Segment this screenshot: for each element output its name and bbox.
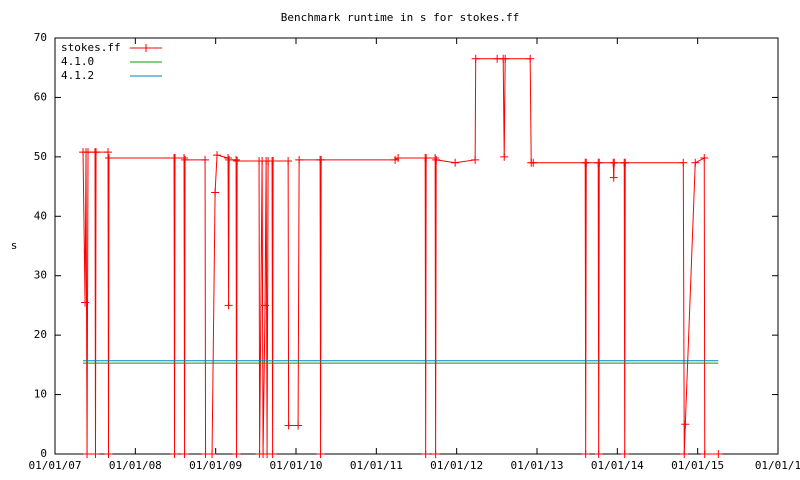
x-tick-label: 01/01/07 [29, 459, 82, 472]
point-marker [609, 173, 618, 182]
point-marker [284, 421, 293, 430]
plot-border [54, 37, 779, 455]
point-marker [232, 450, 241, 458]
point-marker [700, 450, 709, 458]
x-tick-label: 01/01/15 [671, 459, 724, 472]
y-tick-label: 30 [34, 269, 47, 282]
point-marker [213, 151, 222, 160]
point-marker [295, 155, 304, 164]
y-tick-label: 50 [34, 150, 47, 163]
chart-title: Benchmark runtime in s for stokes.ff [281, 11, 519, 24]
point-marker [92, 148, 101, 157]
x-tick-label: 01/01/12 [430, 459, 483, 472]
y-axis-label: s [11, 239, 18, 252]
x-tick-label: 01/01/10 [270, 459, 323, 472]
point-marker [526, 54, 535, 63]
point-marker [394, 154, 403, 163]
point-marker [421, 450, 430, 458]
point-marker [208, 450, 217, 458]
point-marker [679, 158, 688, 167]
y-tick-label: 20 [34, 328, 47, 341]
point-marker [201, 155, 210, 164]
point-marker [84, 148, 93, 157]
point-marker [104, 154, 113, 163]
legend-label: 4.1.2 [61, 69, 94, 82]
point-marker [500, 152, 509, 161]
point-marker [691, 158, 700, 167]
point-marker [582, 158, 591, 167]
x-tick-label: 01/01/13 [511, 459, 564, 472]
point-marker [224, 301, 233, 310]
point-marker [594, 450, 603, 458]
point-marker [104, 148, 113, 157]
point-marker [269, 157, 278, 166]
point-marker [284, 157, 293, 166]
point-marker [700, 154, 709, 163]
legend-marker [142, 44, 150, 52]
point-marker [422, 154, 431, 163]
point-marker [170, 450, 179, 458]
y-tick-label: 10 [34, 388, 47, 401]
x-tick-label: 01/01/1 [755, 459, 800, 472]
point-marker [261, 301, 270, 310]
point-marker [621, 158, 630, 167]
point-marker [610, 158, 619, 167]
point-marker [180, 450, 189, 458]
point-marker [294, 421, 303, 430]
point-marker [181, 155, 190, 164]
legend-label: stokes.ff [61, 41, 121, 54]
point-marker [317, 155, 326, 164]
point-marker [501, 54, 510, 63]
y-tick-label: 0 [40, 447, 47, 460]
point-marker [232, 155, 241, 164]
point-marker [91, 450, 100, 458]
point-marker [680, 450, 689, 458]
point-marker [180, 154, 189, 163]
point-marker [233, 157, 242, 166]
y-tick-label: 60 [34, 90, 47, 103]
point-marker [431, 154, 440, 163]
point-marker [432, 155, 441, 164]
point-marker [529, 158, 538, 167]
point-marker [595, 158, 604, 167]
point-marker [268, 450, 277, 458]
point-marker [211, 188, 220, 197]
point-marker [471, 155, 480, 164]
x-tick-label: 01/01/08 [109, 459, 162, 472]
point-marker [620, 450, 629, 458]
y-tick-label: 40 [34, 209, 47, 222]
point-marker [431, 450, 440, 458]
point-marker [225, 155, 234, 164]
point-marker [581, 450, 590, 458]
point-marker [714, 450, 723, 458]
x-tick-label: 01/01/09 [189, 459, 242, 472]
point-marker [104, 450, 113, 458]
x-tick-label: 01/01/11 [350, 459, 403, 472]
point-marker [81, 298, 90, 307]
point-marker [451, 158, 460, 167]
x-tick-label: 01/01/14 [591, 459, 644, 472]
point-marker [83, 450, 92, 458]
y-tick-label: 70 [34, 31, 47, 44]
point-marker [316, 450, 325, 458]
legend-label: 4.1.0 [61, 55, 94, 68]
point-marker [171, 154, 180, 163]
point-marker [471, 54, 480, 63]
point-marker [681, 420, 690, 429]
point-marker [224, 154, 233, 163]
